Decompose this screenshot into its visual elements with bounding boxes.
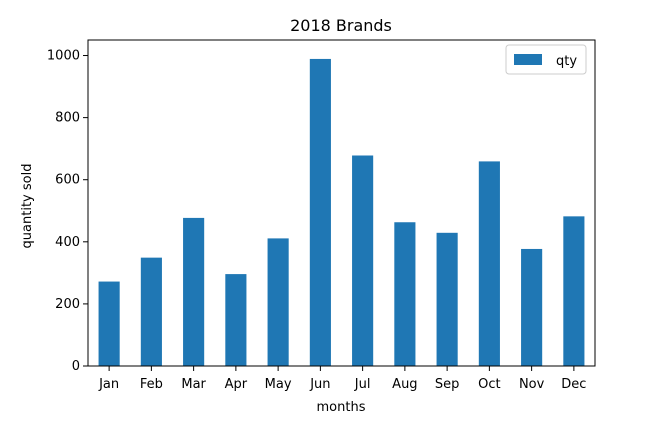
x-tick-label-aug: Aug [392,377,417,392]
bar-mar [183,217,205,366]
y-tick-label: 200 [55,297,80,312]
bar-aug [394,222,416,366]
x-tick-label-mar: Mar [181,377,206,392]
bar-feb [140,257,162,366]
x-tick-label-jan: Jan [98,377,119,392]
bar-dec [563,216,585,366]
y-tick-label: 800 [55,111,80,126]
legend-swatch-qty [514,54,542,65]
y-tick-label: 0 [72,359,80,374]
x-tick-label-jun: Jun [309,377,330,392]
x-tick-label-sep: Sep [435,377,460,392]
x-tick-label-oct: Oct [478,377,500,392]
bar-may [267,238,289,366]
x-tick-label-dec: Dec [561,377,586,392]
bar-apr [225,274,247,366]
bar-oct [478,161,500,366]
y-tick-label: 1000 [47,49,80,64]
y-tick-label: 600 [55,173,80,188]
y-tick-label: 400 [55,235,80,250]
bar-jul [352,155,374,366]
x-axis-ticks: Jan Feb Mar Apr May Jun Jul Aug Sep Oct Nov Dec [98,366,586,392]
bar-jun [309,58,331,366]
y-axis-ticks: 0 200 400 600 800 1000 [47,49,88,374]
bars-group [98,58,585,366]
y-axis-label: quantity sold [20,164,35,249]
x-tick-label-nov: Nov [519,377,545,392]
x-axis-label: months [317,400,366,415]
bar-jan [98,281,120,366]
x-tick-label-feb: Feb [140,377,163,392]
chart-title: 2018 Brands [290,16,392,35]
legend-label-qty: qty [556,54,577,69]
plot-frame [87,39,596,367]
x-tick-label-jul: Jul [354,377,371,392]
bar-nov [521,248,543,366]
bar-sep [436,232,458,366]
x-tick-label-may: May [265,377,292,392]
legend: qty [505,44,587,75]
legend-box [505,44,587,75]
x-tick-label-apr: Apr [225,377,248,392]
